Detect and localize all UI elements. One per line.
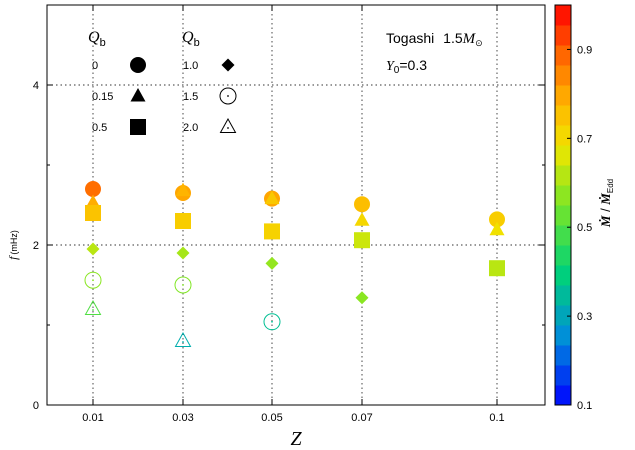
data-point-qb-0_5 — [489, 260, 505, 277]
colorbar-step — [555, 205, 571, 226]
data-point-qb-0 — [85, 181, 101, 197]
colorbar-step — [555, 25, 571, 46]
data-point-qb-0_15 — [85, 194, 101, 209]
data-point-qb-1_5 — [174, 276, 192, 294]
legend-label: 1.0 — [183, 60, 198, 72]
legend-marker-circle-filled — [130, 57, 146, 73]
data-point-qb-1_0 — [355, 291, 369, 305]
data-point-qb-0_5 — [175, 213, 191, 229]
axis-ticks: 0.01 0.03 0.05 0.07 0.1 0 2 4 — [33, 5, 545, 424]
y-axis-label: f(mHz) — [6, 230, 20, 260]
colorbar-step — [555, 65, 571, 86]
data-point-qb-1_0 — [86, 242, 100, 256]
annotation: Togashi 1.5M⊙ Y0=0.3 — [386, 30, 483, 76]
legend-marker-diamond-filled — [221, 58, 235, 72]
x-tick-label: 0.07 — [351, 412, 372, 424]
colorbar-frame — [554, 4, 572, 406]
data-point-qb-1_5 — [84, 271, 102, 289]
colorbar-label: Ṁ / ṀEdd — [598, 179, 615, 228]
colorbar-step — [555, 385, 571, 406]
legend-marker-square-filled — [130, 119, 146, 135]
colorbar-step — [555, 225, 571, 246]
data-point-qb-1_0 — [176, 246, 190, 260]
colorbar-tick-label: 0.5 — [577, 222, 592, 234]
data-point-qb-0 — [354, 196, 370, 213]
x-tick-label: 0.03 — [172, 412, 193, 424]
legend-marker-circle-open-dot — [219, 87, 237, 105]
data-point-qb-0_15 — [354, 212, 370, 226]
colorbar-step — [555, 45, 571, 66]
colorbar-step — [555, 265, 571, 286]
colorbar-ticks: 0.1 0.3 0.5 0.7 0.9 — [567, 44, 592, 412]
annotation-y0: Y0=0.3 — [386, 57, 427, 76]
annotation-model: Togashi 1.5M⊙ — [386, 30, 483, 48]
y-tick-label: 4 — [33, 80, 39, 92]
colorbar-step — [555, 165, 571, 186]
colorbar-step — [555, 105, 571, 126]
colorbar — [554, 4, 572, 406]
legend-entries: 0 0.15 0.5 1.0 1.5 2.0 — [92, 57, 237, 135]
data-points — [84, 181, 505, 347]
svg-text:Ṁ / ṀEdd: Ṁ / ṀEdd — [598, 179, 615, 228]
plot-frame — [46, 4, 546, 406]
legend-label: 0.15 — [92, 91, 113, 103]
y-tick-label: 0 — [33, 400, 39, 412]
colorbar-step — [555, 125, 571, 146]
legend-label: 2.0 — [183, 122, 198, 134]
colorbar-tick-label: 0.7 — [577, 133, 592, 145]
grid — [47, 5, 545, 405]
data-point-qb-2_0 — [84, 299, 102, 315]
data-point-qb-0_5 — [354, 232, 370, 249]
colorbar-step — [555, 5, 571, 26]
x-axis-label: Z — [290, 428, 302, 450]
colorbar-tick-label: 0.1 — [577, 400, 592, 412]
legend-title-left: Qb — [88, 29, 106, 49]
x-tick-label: 0.1 — [489, 412, 504, 424]
y-tick-label: 2 — [33, 240, 39, 252]
colorbar-tick-label: 0.9 — [577, 44, 592, 56]
legend-marker-triangle-filled — [130, 88, 146, 102]
data-point-qb-1_5 — [263, 313, 281, 331]
data-point-qb-0_5 — [264, 223, 280, 240]
colorbar-step — [555, 245, 571, 266]
x-tick-label: 0.01 — [82, 412, 103, 424]
colorbar-step — [555, 365, 571, 386]
legend-marker-triangle-open-dot — [219, 117, 237, 133]
data-point-qb-0_5 — [85, 205, 101, 221]
colorbar-tick-label: 0.3 — [577, 311, 592, 323]
data-point-qb-0 — [489, 211, 505, 228]
data-point-qb-2_0 — [174, 331, 192, 347]
colorbar-step — [555, 305, 571, 326]
colorbar-step — [555, 345, 571, 366]
colorbar-step — [555, 185, 571, 206]
legend-label: 1.5 — [183, 91, 198, 103]
colorbar-step — [555, 145, 571, 166]
legend-label: 0 — [92, 60, 98, 72]
legend: Qb Qb 0 0.15 0.5 1.0 1.5 2.0 — [88, 29, 237, 135]
data-point-qb-0_15 — [175, 182, 191, 197]
data-point-qb-0_15 — [489, 221, 505, 236]
data-point-qb-1_0 — [265, 256, 279, 270]
colorbar-step — [555, 325, 571, 346]
legend-label: 0.5 — [92, 122, 107, 134]
colorbar-step — [555, 85, 571, 106]
data-point-qb-0_15 — [264, 190, 280, 205]
legend-title-right: Qb — [182, 29, 200, 49]
svg-text:f(mHz): f(mHz) — [6, 230, 20, 260]
colorbar-step — [555, 285, 571, 306]
x-tick-label: 0.05 — [261, 412, 282, 424]
